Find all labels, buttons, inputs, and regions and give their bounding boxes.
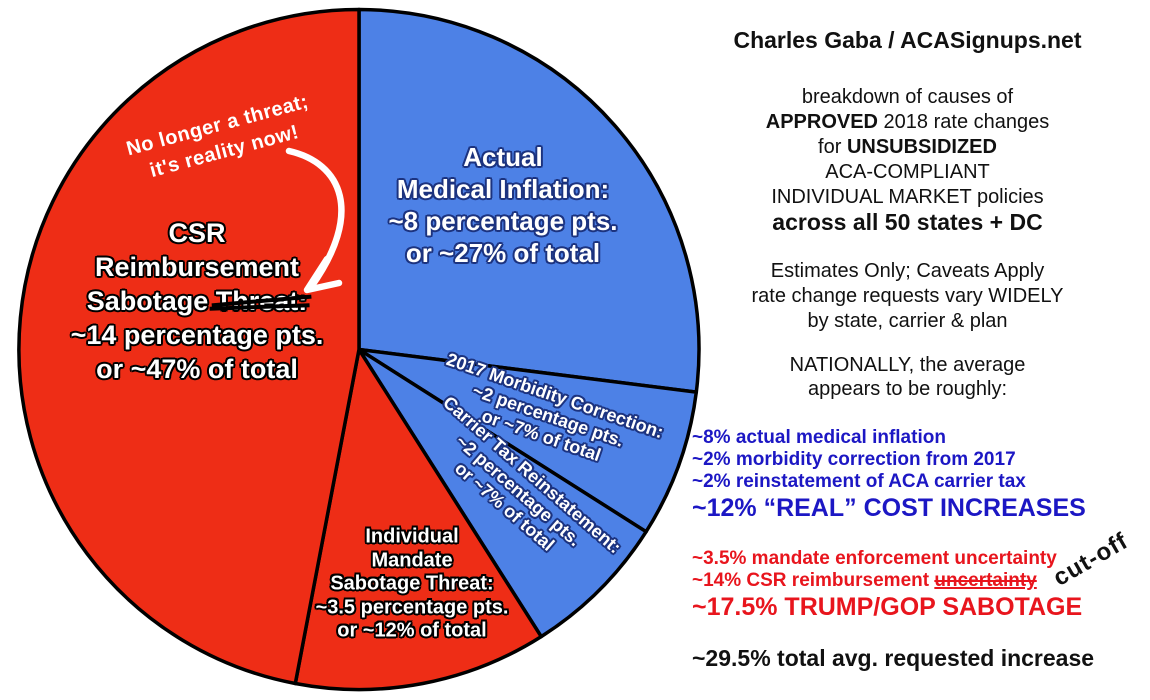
red-total-line: ~17.5% TRUMP/GOP SABOTAGE [692,593,1083,621]
intro-line-3-pre: for [818,136,847,158]
label-threat-struck-word: Threat: [215,286,308,316]
label-line: ~3.5 percentage pts. [315,595,509,618]
label-line: ~8 percentage pts. [388,206,618,236]
intro-approved-bold: APPROVED [765,111,878,133]
intro-line-3: for UNSUBSIDIZED [680,135,1135,160]
red-uncertainty-struck-word: uncertainty [934,570,1037,591]
label-line: Individual [365,525,459,548]
pie-slice-2017-morbidity-correction [357,347,699,534]
caveats-block: Estimates Only; Caveats Apply rate chang… [680,259,1135,334]
grand-total-line: ~29.5% total avg. requested increase [692,645,1095,671]
red-line-2: ~14% CSR reimbursement uncertainty [692,570,1150,592]
caveats-line-2: rate change requests vary WIDELY [751,285,1064,307]
label-line-struck: Sabotage Threat: [71,284,324,318]
caveats-line-3: by state, carrier & plan [807,310,1008,332]
nationally-line-2: appears to be roughly: [807,378,1008,400]
label-line: or ~12% of total [337,619,487,642]
label-line: or ~47% of total [96,354,298,384]
pie-slice-actual-medical-inflation [357,7,701,394]
intro-unsubsidized-bold: UNSUBSIDIZED [846,136,997,158]
caveats-line-1: Estimates Only; Caveats Apply [770,260,1045,282]
label-line: Medical Inflation: [396,174,610,204]
intro-line-5: INDIVIDUAL MARKET policies [771,186,1044,208]
label-line: Reimbursement [94,252,300,282]
blue-total-line: ~12% “REAL” COST INCREASES [692,494,1086,522]
blue-line-1: ~8% actual medical inflation [692,427,946,448]
intro-line-6: across all 50 states + DC [772,209,1043,235]
nationally-block: NATIONALLY, the average appears to be ro… [680,353,1135,401]
label-line: or ~27% of total [405,238,601,268]
label-line: Mandate [371,548,453,571]
intro-line-2: APPROVED 2018 rate changes [680,110,1135,135]
sabotage-list: ~3.5% mandate enforcement uncertainty ~1… [692,548,1150,622]
byline: Charles Gaba / ACASignups.net [733,27,1082,53]
red-line-1: ~3.5% mandate enforcement uncertainty [692,548,1057,569]
nationally-line-1: NATIONALLY, the average [789,354,1026,376]
label-line: ~14 percentage pts. [70,320,324,350]
label-actual-medical-inflation: Actual Medical Inflation: ~8 percentage … [388,141,617,269]
intro-block: breakdown of causes of APPROVED 2018 rat… [680,85,1135,235]
label-individual-mandate: Individual Mandate Sabotage Threat: ~3.5… [316,525,509,643]
label-sabotage-prefix: Sabotage [86,286,216,316]
label-line: Sabotage Threat: [330,572,494,595]
pie-slice-individual-mandate [293,347,543,692]
intro-line-2-rest: 2018 rate changes [878,111,1050,133]
label-line: Actual [463,142,543,172]
blue-line-2: ~2% morbidity correction from 2017 [692,449,1016,470]
label-csr-reimbursement: CSR Reimbursement Sabotage Threat: ~14 p… [71,216,324,386]
pie-slice-csr-reimbursement [17,7,361,686]
red-line-2-prefix: ~14% CSR reimbursement [692,570,935,591]
intro-line-1: breakdown of causes of [801,86,1014,108]
pie-slice-carrier-tax-reinstatement [357,347,648,639]
real-cost-increase-list: ~8% actual medical inflation ~2% morbidi… [692,427,1150,523]
label-line: CSR [168,218,226,248]
intro-line-4: ACA-COMPLIANT [825,161,990,183]
blue-line-3: ~2% reinstatement of ACA carrier tax [692,471,1026,492]
